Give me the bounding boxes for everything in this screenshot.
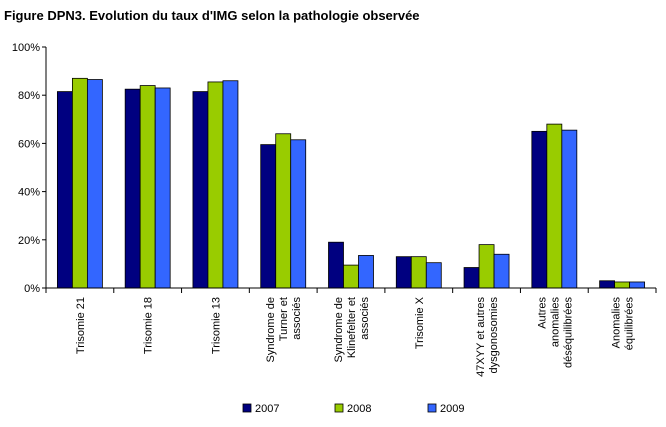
legend: 2007 2008 2009 [242, 403, 464, 415]
y-tick-label: 100% [12, 42, 40, 54]
axes [45, 47, 657, 293]
bar-2009 [358, 255, 374, 289]
bar-2007 [260, 144, 277, 289]
bar-2009 [290, 139, 307, 289]
bar-2009 [86, 79, 103, 289]
bar-2007 [463, 267, 480, 289]
x-tick-label: Autresanomaliesdéséquilibrées [536, 297, 574, 368]
legend-swatch-2008 [334, 403, 344, 413]
legend-swatch-2009 [427, 403, 437, 413]
bar-2009 [493, 253, 510, 289]
x-tick-label: Trisomie 18 [143, 297, 155, 354]
bars [56, 77, 646, 289]
svg-text:Trisomie 18: Trisomie 18 [143, 297, 155, 354]
x-tick-label: Trisomie X [414, 296, 426, 349]
svg-text:Syndrome deTurner etassociés: Syndrome deTurner etassociés [265, 297, 303, 363]
legend-label-2008: 2008 [347, 403, 371, 415]
legend-swatch-2007 [242, 403, 252, 413]
legend-label-2007: 2007 [255, 403, 279, 415]
bar-2008 [343, 264, 359, 289]
bar-2007 [599, 280, 616, 289]
bar-2007 [192, 91, 209, 289]
x-tick-label: Syndrome deTurner etassociés [265, 297, 303, 363]
x-axis-labels: Trisomie 21 Trisomie 18 Trisomie 13 Syndrom… [75, 296, 636, 377]
svg-text:Autresanomaliesdéséquilibrées: Autresanomaliesdéséquilibrées [536, 297, 574, 368]
bar-2008 [275, 133, 292, 289]
bar-2009 [154, 87, 171, 289]
x-tick-label: Trisomie 21 [75, 297, 87, 354]
bar-2009 [222, 80, 239, 289]
bar-2008 [207, 81, 224, 289]
bar-2007 [531, 130, 548, 289]
bar-2008 [478, 244, 495, 289]
svg-text:Trisomie X: Trisomie X [414, 296, 426, 349]
bar-2009 [629, 281, 646, 289]
svg-text:Trisomie 13: Trisomie 13 [210, 297, 222, 354]
bar-2008 [71, 77, 88, 289]
y-tick-label: 0% [24, 283, 40, 295]
bar-2008 [546, 123, 563, 289]
chart-title: Figure DPN3. Evolution du taux d'IMG sel… [4, 8, 420, 23]
bar-2007 [328, 241, 344, 289]
svg-text:Trisomie 21: Trisomie 21 [75, 297, 87, 354]
y-tick-label: 40% [18, 187, 40, 199]
svg-text:Syndrome deKlinefelter etassoc: Syndrome deKlinefelter etassociés [333, 297, 371, 363]
y-tick-label: 20% [18, 235, 40, 247]
bar-2009 [561, 129, 578, 289]
legend-label-2009: 2009 [440, 403, 464, 415]
x-tick-label: Syndrome deKlinefelter etassociés [333, 297, 371, 363]
svg-text:Anomalieséquilibrées: Anomalieséquilibrées [611, 297, 636, 351]
x-tick-label: Trisomie 13 [210, 297, 222, 354]
svg-text:47XYY et autresdysgonosomies: 47XYY et autresdysgonosomies [475, 297, 500, 377]
bar-2008 [139, 85, 156, 289]
x-tick-label: 47XYY et autresdysgonosomies [475, 297, 500, 377]
y-tick-label: 60% [18, 138, 40, 150]
bar-2007 [124, 88, 141, 289]
bar-2008 [614, 281, 631, 289]
bar-2007 [395, 256, 412, 289]
bar-2008 [410, 256, 427, 289]
bar-2007 [56, 91, 73, 289]
y-axis: 0% 20% 40% 60% 80% 100% [12, 42, 46, 295]
x-tick-label: Anomalieséquilibrées [611, 297, 636, 351]
bar-2009 [425, 262, 442, 289]
y-tick-label: 80% [18, 90, 40, 102]
